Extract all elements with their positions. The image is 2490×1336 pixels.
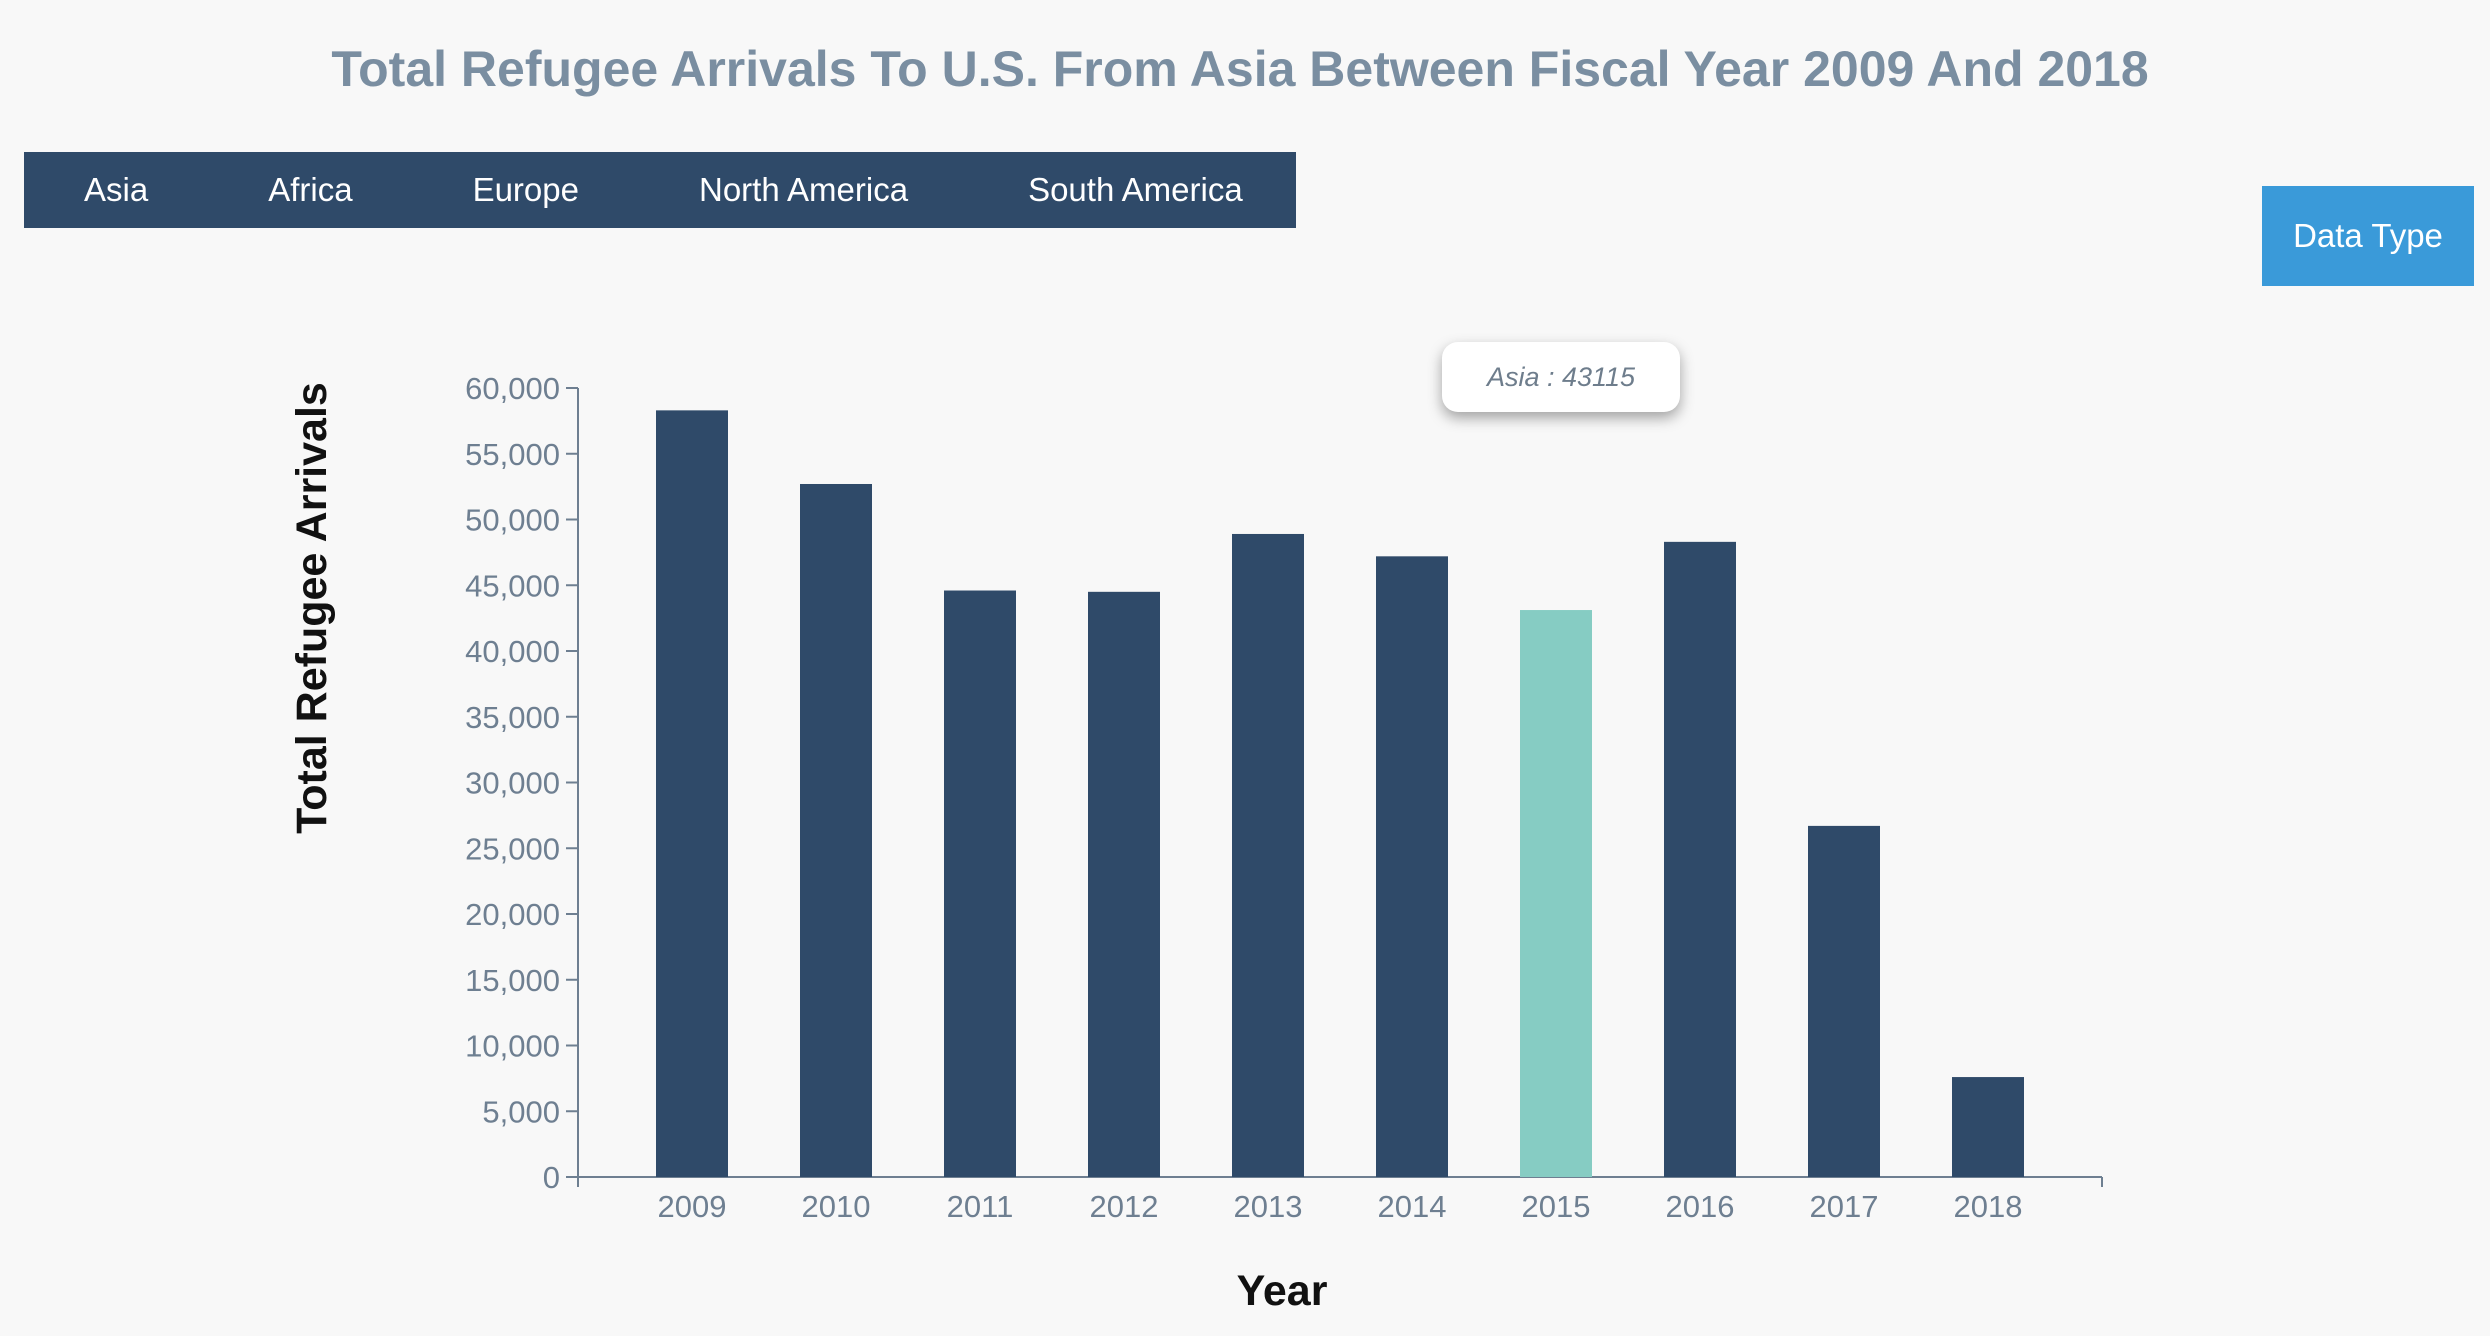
- region-nav: Asia Africa Europe North America South A…: [24, 152, 1296, 228]
- y-tick-label: 40,000: [465, 634, 560, 669]
- bar-2013[interactable]: [1232, 533, 1304, 1177]
- bar-2018[interactable]: [1952, 1077, 2024, 1177]
- y-tick-label: 25,000: [465, 831, 560, 866]
- bar-2015[interactable]: [1520, 610, 1592, 1177]
- y-tick-label: 50,000: [465, 503, 560, 538]
- x-tick-label: 2018: [1954, 1189, 2023, 1224]
- y-tick-label: 45,000: [465, 568, 560, 603]
- bar-2017[interactable]: [1808, 825, 1880, 1177]
- y-tick-label: 60,000: [465, 371, 560, 406]
- nav-item-europe[interactable]: Europe: [472, 171, 579, 208]
- bar-2016[interactable]: [1664, 541, 1736, 1177]
- y-tick-label: 30,000: [465, 766, 560, 801]
- bar-2009[interactable]: [656, 410, 728, 1178]
- x-tick-label: 2011: [947, 1189, 1014, 1224]
- bars: [656, 410, 2024, 1178]
- y-tick-label: 55,000: [465, 437, 560, 472]
- bar-2014[interactable]: [1376, 556, 1448, 1177]
- y-tick-label: 35,000: [465, 700, 560, 735]
- x-tick-label: 2010: [802, 1189, 871, 1224]
- x-tick-label: 2015: [1522, 1189, 1591, 1224]
- x-tick-label: 2017: [1810, 1189, 1879, 1224]
- y-axis-title: Total Refugee Arrivals: [288, 382, 336, 834]
- x-tick-label: 2014: [1378, 1189, 1447, 1224]
- y-tick-label: 0: [543, 1160, 560, 1195]
- y-tick-label: 20,000: [465, 897, 560, 932]
- bar-2011[interactable]: [944, 590, 1016, 1177]
- nav-item-asia[interactable]: Asia: [84, 171, 149, 208]
- x-tick-label: 2012: [1090, 1189, 1159, 1224]
- bar-2010[interactable]: [800, 483, 872, 1177]
- x-tick-label: 2009: [658, 1189, 727, 1224]
- bar-tooltip: Asia : 43115: [1442, 342, 1680, 412]
- x-axis: 2009 2010 2011 2012 2013 2014 2015 2016 2017 2018: [577, 1176, 2103, 1224]
- x-tick-label: 2013: [1234, 1189, 1303, 1224]
- bar-2012[interactable]: [1088, 591, 1160, 1177]
- x-tick-label: 2016: [1666, 1189, 1735, 1224]
- y-tick-label: 15,000: [465, 963, 560, 998]
- nav-item-south-america[interactable]: South America: [1028, 171, 1243, 208]
- nav-item-africa[interactable]: Africa: [268, 171, 353, 208]
- y-tick-label: 5,000: [482, 1094, 560, 1129]
- data-type-button[interactable]: Data Type: [2262, 186, 2474, 286]
- x-axis-title: Year: [1237, 1267, 1328, 1315]
- page-title: Total Refugee Arrivals To U.S. From Asia…: [331, 41, 2149, 97]
- y-tick-label: 10,000: [465, 1029, 560, 1064]
- y-axis: 0 5,000 10,000 15,000 20,000 25,000 30,000 35,0…: [465, 371, 579, 1195]
- nav-item-north-america[interactable]: North America: [698, 171, 909, 208]
